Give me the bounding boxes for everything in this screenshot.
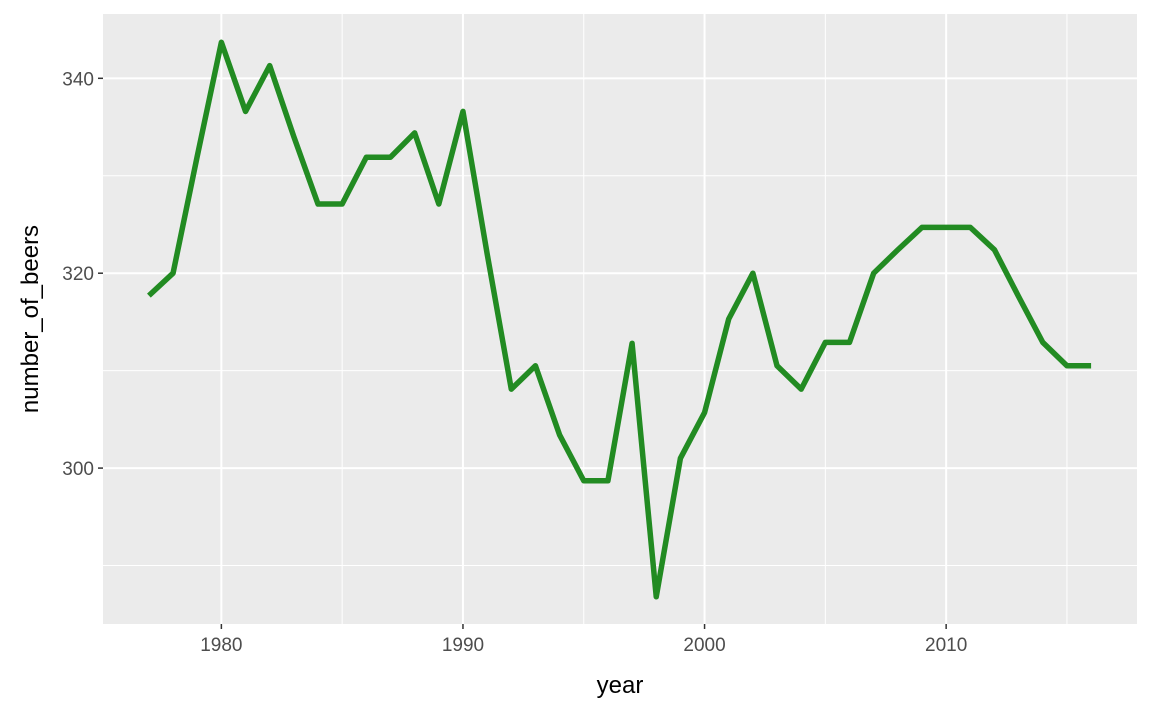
panel [103, 14, 1137, 624]
y-tick-label: 300 [62, 459, 94, 480]
y-tick-label: 320 [62, 264, 94, 285]
x-tick-label: 2000 [683, 635, 725, 656]
data-line [147, 39, 1092, 600]
y-axis-title: number_of_beers [17, 225, 44, 413]
x-tick-label: 1980 [200, 635, 242, 656]
x-tick-label: 2010 [925, 635, 967, 656]
x-axis-title: year [597, 672, 644, 699]
y-tick-label: 340 [62, 69, 94, 90]
x-tick-label: 1990 [442, 635, 484, 656]
